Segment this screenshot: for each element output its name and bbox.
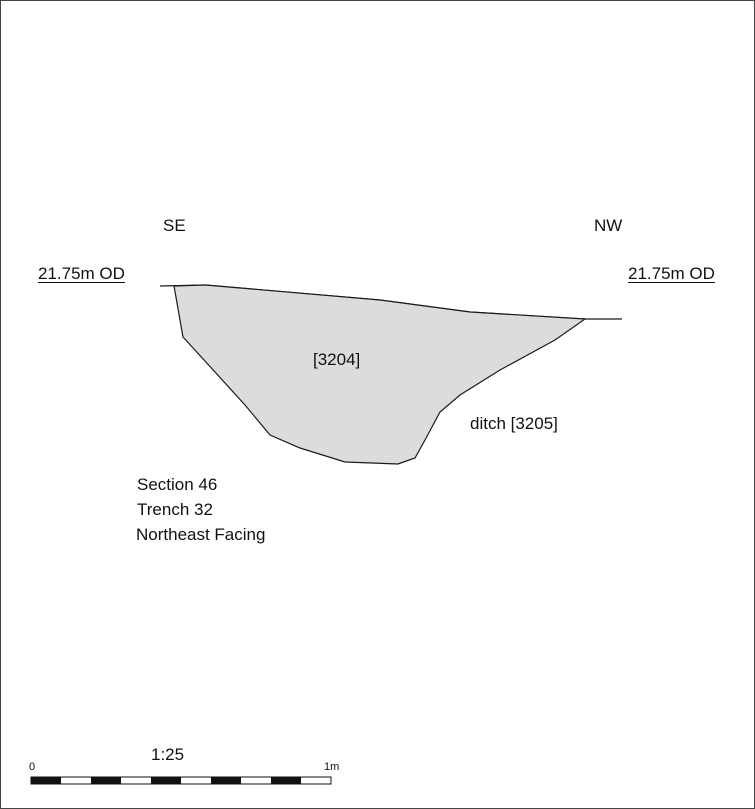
datum-right: 21.75m OD [628, 264, 715, 283]
scale-ratio: 1:25 [151, 745, 185, 764]
fill-label: [3204] [313, 350, 361, 369]
scale-bar [30, 776, 332, 785]
orientation-se: SE [163, 216, 186, 235]
cut-label: ditch [3205] [470, 414, 558, 433]
datum-left: 21.75m OD [38, 264, 125, 283]
ditch-fill-3204 [173, 284, 587, 465]
scale-start: 0 [29, 761, 36, 773]
caption-facing: Northeast Facing [136, 525, 266, 544]
scale-end: 1m [324, 761, 340, 773]
caption-trench: Trench 32 [137, 500, 213, 519]
orientation-nw: NW [594, 216, 623, 235]
caption-section: Section 46 [137, 475, 218, 494]
